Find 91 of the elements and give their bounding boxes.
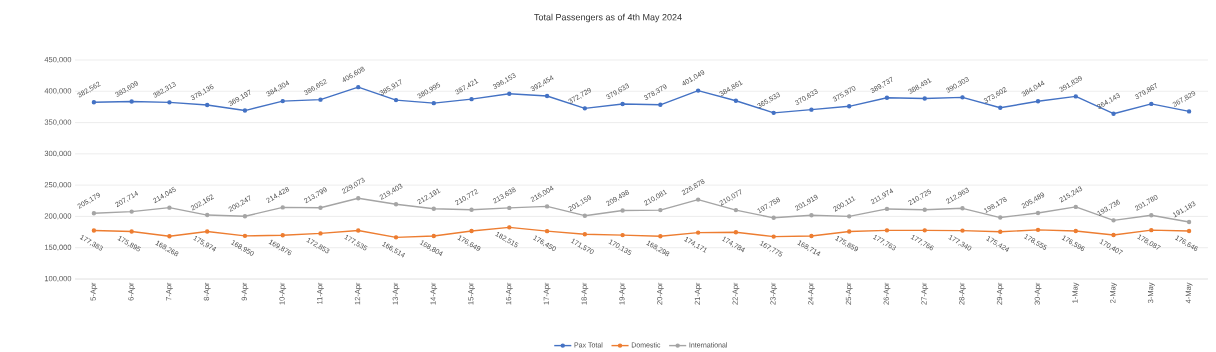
point [280, 233, 285, 238]
point [922, 96, 927, 101]
point [242, 214, 248, 219]
point [733, 207, 739, 213]
point [695, 88, 701, 93]
point [318, 231, 323, 236]
point [167, 205, 172, 210]
point [922, 207, 927, 212]
point [431, 100, 436, 106]
point [884, 206, 890, 212]
point [620, 208, 625, 213]
point [960, 206, 965, 211]
point [280, 98, 285, 104]
point [129, 229, 134, 234]
point [998, 105, 1003, 110]
point [393, 235, 399, 240]
point [582, 213, 588, 218]
point [469, 96, 474, 102]
point [204, 212, 210, 218]
point [658, 102, 663, 108]
point [771, 110, 776, 116]
point [884, 95, 890, 100]
point [91, 99, 97, 105]
point [507, 91, 512, 96]
point [507, 225, 512, 230]
point [1186, 219, 1192, 225]
point [167, 234, 172, 239]
point [771, 215, 776, 221]
point [1111, 232, 1116, 238]
point [544, 93, 550, 99]
chart-title: Total Passengers as of 4th May 2024 [534, 13, 682, 23]
point [809, 233, 814, 239]
point [733, 229, 739, 235]
point [658, 234, 663, 239]
point [1035, 227, 1041, 233]
point [695, 197, 701, 202]
point [469, 228, 474, 234]
point [809, 107, 814, 112]
point [1186, 228, 1192, 234]
point [544, 228, 550, 234]
point [771, 234, 776, 239]
point [922, 228, 927, 233]
point [658, 207, 663, 213]
point [204, 102, 210, 108]
point [91, 228, 97, 233]
point [1186, 109, 1192, 114]
point [1035, 99, 1041, 104]
point [129, 99, 134, 104]
point [318, 97, 323, 102]
point [846, 229, 852, 234]
point [1149, 213, 1154, 218]
point [960, 228, 965, 233]
point [998, 215, 1003, 220]
point [91, 210, 97, 216]
point [884, 228, 890, 233]
point [393, 97, 399, 103]
point [356, 196, 361, 201]
point [242, 233, 248, 239]
point [356, 84, 361, 90]
point [846, 214, 852, 219]
point [960, 95, 965, 100]
point [544, 204, 550, 209]
point [582, 232, 588, 237]
point [1111, 111, 1116, 116]
point [1073, 204, 1078, 210]
point [1073, 228, 1078, 234]
point [1149, 227, 1154, 233]
point [204, 229, 210, 234]
point [469, 207, 474, 212]
point [809, 213, 814, 218]
point [733, 98, 739, 103]
point [431, 206, 436, 211]
point [695, 230, 701, 235]
point [620, 101, 625, 107]
point [280, 205, 285, 210]
point [1035, 210, 1041, 216]
point [998, 229, 1003, 234]
point [582, 106, 588, 111]
point [1149, 101, 1154, 107]
point [318, 205, 323, 210]
point [393, 202, 399, 207]
point [846, 104, 852, 109]
point [129, 209, 134, 214]
point [356, 228, 361, 233]
point [1073, 94, 1078, 99]
point [1111, 218, 1116, 223]
point [167, 100, 172, 105]
point [620, 232, 625, 238]
point [507, 205, 512, 211]
point [431, 233, 436, 239]
point [242, 108, 248, 113]
